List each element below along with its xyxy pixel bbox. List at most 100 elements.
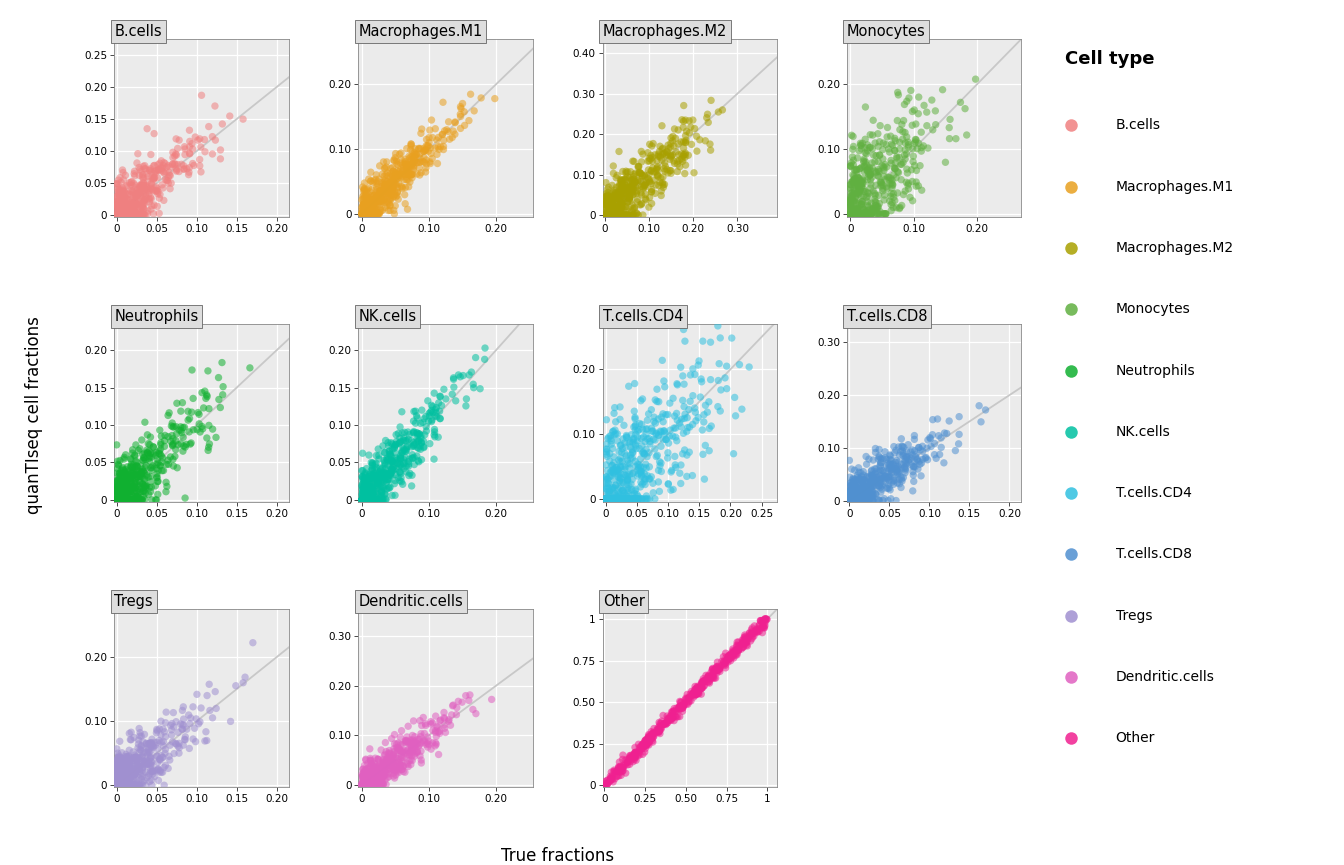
Point	[417, 740, 438, 754]
Point	[177, 708, 199, 722]
Point	[669, 702, 691, 715]
Point	[121, 188, 142, 202]
Point	[617, 181, 638, 195]
Point	[856, 481, 878, 495]
Point	[853, 486, 875, 500]
Point	[384, 727, 406, 741]
Point	[406, 411, 427, 425]
Point	[366, 469, 387, 483]
Point	[163, 437, 184, 451]
Point	[860, 173, 882, 187]
Point	[702, 670, 723, 684]
Point	[845, 487, 867, 501]
Point	[853, 207, 875, 221]
Point	[622, 172, 644, 186]
Point	[157, 761, 179, 775]
Point	[878, 462, 899, 476]
Point	[106, 761, 128, 775]
Point	[840, 207, 862, 221]
Point	[109, 208, 130, 222]
Point	[106, 772, 128, 786]
Point	[114, 490, 136, 504]
Point	[868, 443, 890, 457]
Point	[152, 181, 173, 195]
Point	[113, 766, 134, 780]
Point	[641, 155, 663, 169]
Point	[117, 203, 138, 217]
Point	[891, 461, 913, 475]
Point	[630, 492, 652, 506]
Point	[644, 410, 665, 424]
Point	[628, 160, 649, 174]
Point	[141, 736, 163, 750]
Point	[663, 711, 684, 725]
Point	[129, 470, 151, 484]
Point	[108, 480, 129, 494]
Point	[726, 638, 747, 652]
Point	[737, 639, 758, 653]
Point	[622, 466, 644, 480]
Point	[157, 174, 179, 188]
Point	[110, 757, 132, 771]
Point	[363, 193, 384, 207]
Point	[624, 376, 645, 390]
Point	[116, 469, 137, 483]
Point	[388, 742, 410, 756]
Point	[620, 749, 641, 763]
Point	[141, 778, 163, 792]
Point	[852, 176, 874, 190]
Point	[356, 207, 378, 221]
Point	[847, 207, 868, 221]
Point	[110, 778, 132, 792]
Point	[618, 182, 640, 195]
Point	[607, 465, 629, 478]
Point	[210, 152, 231, 166]
Point	[840, 194, 862, 208]
Point	[109, 183, 130, 197]
Point	[355, 203, 376, 217]
Point	[859, 487, 880, 501]
Point	[851, 174, 872, 188]
Point	[852, 491, 874, 505]
Point	[387, 192, 409, 206]
Point	[106, 753, 128, 766]
Point	[372, 757, 394, 771]
Point	[130, 207, 152, 221]
Point	[356, 206, 378, 220]
Point	[845, 195, 867, 209]
Point	[664, 409, 685, 423]
Point	[852, 207, 874, 221]
Point	[380, 468, 402, 482]
Point	[840, 203, 862, 217]
Point	[676, 448, 698, 462]
Point	[379, 182, 401, 195]
Point	[840, 207, 862, 221]
Point	[597, 208, 618, 222]
Point	[921, 439, 942, 453]
Point	[863, 494, 884, 508]
Point	[353, 183, 375, 196]
Point	[112, 768, 133, 782]
Point	[367, 194, 388, 208]
Point	[392, 158, 414, 172]
Point	[383, 176, 405, 189]
Point	[110, 778, 132, 792]
Point	[734, 631, 755, 644]
Point	[130, 458, 152, 472]
Point	[112, 756, 133, 770]
Point	[857, 162, 879, 176]
Point	[413, 151, 434, 164]
Point	[862, 494, 883, 508]
Point	[109, 493, 130, 507]
Point	[602, 203, 624, 217]
Point	[599, 429, 621, 443]
Point	[660, 166, 681, 180]
Point	[628, 492, 649, 506]
Point	[862, 128, 883, 142]
Point	[358, 475, 379, 489]
Point	[125, 481, 146, 495]
Point	[106, 208, 128, 222]
Point	[681, 138, 703, 151]
Point	[880, 153, 902, 167]
Point	[370, 490, 391, 504]
